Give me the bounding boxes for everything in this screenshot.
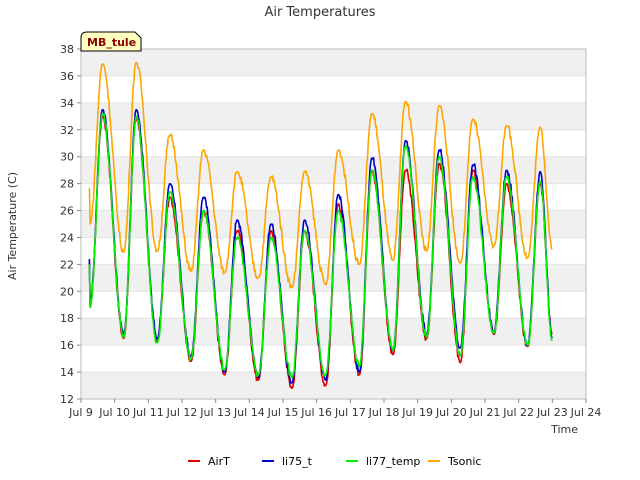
series-line-tsonic — [88, 61, 553, 289]
legend-label: Tsonic — [447, 455, 481, 468]
grid-band — [81, 102, 586, 130]
x-tick-label: Jul 21 — [469, 406, 501, 419]
series-lines — [88, 61, 553, 389]
legend-label: li77_temp — [366, 455, 420, 468]
y-tick-label: 12 — [60, 393, 74, 406]
chart-title: Air Temperatures — [264, 5, 375, 20]
grid-band — [81, 372, 586, 399]
series-line-li77-temp — [88, 113, 553, 379]
grid-band — [81, 318, 586, 346]
y-tick-label: 24 — [60, 231, 74, 244]
y-axis-label: Air Temperature (C) — [6, 172, 19, 280]
y-tick-label: 28 — [60, 178, 74, 191]
legend: AirT li75_t li77_temp Tsonic — [188, 455, 481, 468]
y-tick-label: 30 — [60, 151, 74, 164]
grid-band — [81, 49, 586, 76]
x-tick-label: Jul 20 — [435, 406, 467, 419]
y-tick-label: 26 — [60, 205, 74, 218]
y-tick-label: 22 — [60, 258, 74, 271]
legend-label: AirT — [208, 455, 230, 468]
legend-label: li75_t — [282, 455, 313, 468]
site-badge-label: MB_tule — [87, 36, 136, 49]
site-badge: MB_tule — [80, 31, 142, 52]
x-tick-label: Jul 10 — [98, 406, 130, 419]
y-tick-label: 18 — [60, 312, 74, 325]
x-axis-label: Time — [550, 423, 578, 436]
x-tick-label: Jul 17 — [334, 406, 366, 419]
x-tick-label: Jul 11 — [132, 406, 164, 419]
y-axis: 12 14 16 18 20 22 24 26 28 30 32 34 36 38 — [60, 43, 81, 406]
grid-bands — [81, 48, 586, 400]
x-tick-label: Jul 15 — [267, 406, 299, 419]
x-axis: Jul 9 Jul 10 Jul 11 Jul 12 Jul 13 Jul 14 Jul 1… — [68, 399, 601, 419]
grid-band — [81, 210, 586, 238]
y-tick-label: 14 — [60, 366, 74, 379]
x-tick-label: Jul 13 — [199, 406, 231, 419]
x-tick-label: Jul 16 — [300, 406, 332, 419]
x-tick-label: Jul 12 — [166, 406, 198, 419]
plot-frame — [80, 48, 587, 400]
site-badge-box — [80, 31, 142, 52]
x-tick-label: Jul 19 — [401, 406, 433, 419]
y-tick-label: 20 — [60, 285, 74, 298]
x-tick-label: Jul 14 — [233, 406, 265, 419]
y-tick-label: 38 — [60, 43, 74, 56]
x-tick-label: Jul 23 — [536, 406, 568, 419]
y-tick-label: 32 — [60, 124, 74, 137]
x-tick-label: Jul 18 — [368, 406, 400, 419]
y-tick-label: 34 — [60, 97, 74, 110]
y-tick-label: 16 — [60, 339, 74, 352]
x-tick-label: Jul 24 — [570, 406, 602, 419]
x-tick-label: Jul 22 — [502, 406, 534, 419]
y-tick-label: 36 — [60, 70, 74, 83]
x-tick-label: Jul 9 — [68, 406, 93, 419]
